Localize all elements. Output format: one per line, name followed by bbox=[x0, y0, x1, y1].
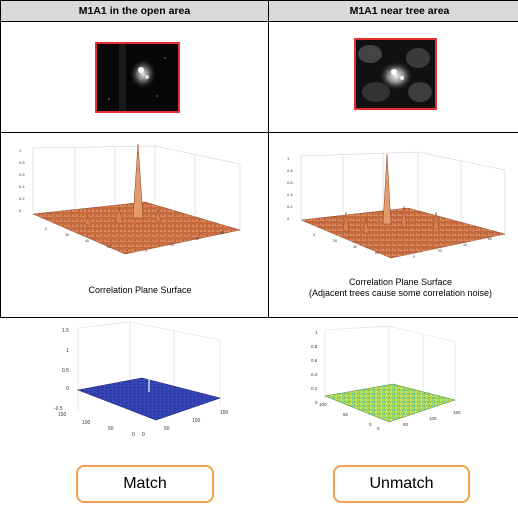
x-tick: 50 bbox=[164, 426, 170, 432]
z-tick: 0 bbox=[287, 216, 290, 221]
svg-text:20: 20 bbox=[333, 239, 337, 243]
z-tick: 1 bbox=[287, 156, 290, 161]
z-tick: 1 bbox=[19, 148, 22, 153]
z-tick: 0.6 bbox=[287, 180, 293, 185]
svg-text:40: 40 bbox=[463, 243, 467, 247]
z-tick: 0.4 bbox=[19, 184, 25, 189]
z-tick: 0.8 bbox=[19, 160, 25, 165]
x-tick: 0 bbox=[142, 432, 145, 438]
match-3d-plot: 1.5 1 0.5 0 -0.5 150 100 50 0 0 50 100 1… bbox=[54, 321, 229, 438]
thumbnail-tree-area bbox=[354, 38, 437, 110]
caption-tree-area-line1: Correlation Plane Surface bbox=[348, 277, 453, 287]
z-tick: 0.2 bbox=[19, 196, 25, 201]
z-tick: 0.8 bbox=[287, 168, 293, 173]
z-axis-ticks-left: 1 0.8 0.6 0.4 0.2 0 bbox=[19, 148, 25, 213]
svg-text:0: 0 bbox=[313, 233, 315, 237]
svg-text:60: 60 bbox=[488, 237, 492, 241]
correlation-surface-plot-tree: 1 0.8 0.6 0.4 0.2 0 0 20 40 60 0 20 40 60 bbox=[287, 151, 506, 259]
column-header-tree-area: M1A1 near tree area bbox=[268, 0, 518, 22]
z-tick: 0.5 bbox=[62, 368, 69, 374]
unmatch-y-ticks: 100 50 0 bbox=[319, 402, 372, 427]
x-tick: 150 bbox=[453, 410, 461, 415]
x-tick: 50 bbox=[403, 422, 409, 427]
svg-text:0: 0 bbox=[45, 227, 47, 231]
svg-text:20: 20 bbox=[65, 233, 69, 237]
z-tick: 0.4 bbox=[311, 372, 318, 377]
svg-text:40: 40 bbox=[353, 245, 357, 249]
svg-text:40: 40 bbox=[195, 237, 199, 241]
caption-tree-area-line2: (Adjacent trees cause some correlation n… bbox=[308, 288, 493, 298]
z-tick: 0 bbox=[19, 208, 22, 213]
z-tick: 1 bbox=[66, 348, 69, 354]
x-tick: 0 bbox=[377, 426, 380, 431]
z-tick: 0.2 bbox=[287, 204, 293, 209]
z-tick: 0.6 bbox=[311, 358, 318, 363]
y-tick: 150 bbox=[58, 412, 67, 418]
x-tick: 150 bbox=[220, 410, 229, 416]
thumbnail-open-area bbox=[95, 42, 180, 113]
z-tick: 0.6 bbox=[19, 172, 25, 177]
caption-tree-area: Correlation Plane Surface (Adjacent tree… bbox=[288, 277, 513, 299]
z-tick: 0 bbox=[315, 400, 318, 405]
z-tick: 0.8 bbox=[311, 344, 318, 349]
z-tick: -0.5 bbox=[54, 406, 63, 412]
svg-text:20: 20 bbox=[170, 243, 174, 247]
svg-text:40: 40 bbox=[85, 239, 89, 243]
unmatch-z-ticks: 1 0.8 0.6 0.4 0.2 0 bbox=[311, 330, 318, 405]
svg-text:0: 0 bbox=[145, 249, 147, 253]
z-tick: 1.5 bbox=[62, 328, 69, 334]
match-y-ticks: 150 100 50 0 bbox=[58, 412, 135, 438]
correlation-surface-plot-open: 1 0.8 0.6 0.4 0.2 0 0 20 40 60 0 20 40 60 bbox=[19, 143, 241, 255]
match-z-ticks: 1.5 1 0.5 0 -0.5 bbox=[54, 328, 69, 412]
svg-text:0: 0 bbox=[413, 255, 415, 259]
z-tick: 0 bbox=[66, 386, 69, 392]
z-tick: 0.4 bbox=[287, 192, 293, 197]
y-tick: 0 bbox=[132, 432, 135, 438]
unmatch-3d-plot: 1 0.8 0.6 0.4 0.2 0 100 50 0 0 50 100 15… bbox=[311, 325, 461, 431]
z-tick: 1 bbox=[315, 330, 318, 335]
x-tick: 100 bbox=[192, 418, 201, 424]
svg-text:20: 20 bbox=[438, 249, 442, 253]
z-axis-ticks-right: 1 0.8 0.6 0.4 0.2 0 bbox=[287, 156, 293, 221]
y-tick: 50 bbox=[108, 426, 114, 432]
column-header-open-area: M1A1 in the open area bbox=[0, 0, 269, 22]
x-tick: 100 bbox=[429, 416, 437, 421]
y-tick: 100 bbox=[82, 420, 91, 426]
y-tick: 50 bbox=[343, 412, 349, 417]
caption-open-area: Correlation Plane Surface bbox=[88, 285, 192, 295]
comparison-table: M1A1 in the open area M1A1 near tree are… bbox=[0, 0, 518, 318]
y-tick: 0 bbox=[369, 422, 372, 427]
svg-text:60: 60 bbox=[107, 245, 111, 249]
unmatch-x-ticks: 0 50 100 150 bbox=[377, 410, 461, 431]
svg-text:60: 60 bbox=[220, 231, 224, 235]
z-tick: 0.2 bbox=[311, 386, 318, 391]
svg-text:60: 60 bbox=[375, 251, 379, 255]
match-x-ticks: 0 50 100 150 bbox=[142, 410, 229, 438]
y-tick: 100 bbox=[319, 402, 327, 407]
unmatch-label-box: Unmatch bbox=[333, 465, 470, 503]
match-label-box: Match bbox=[76, 465, 214, 503]
